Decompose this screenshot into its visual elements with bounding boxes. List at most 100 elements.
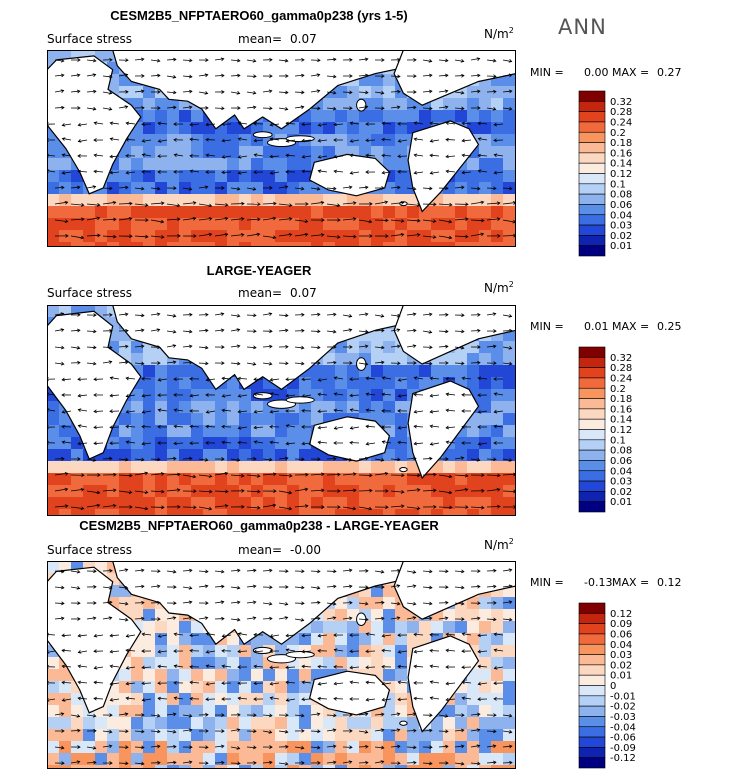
stress-vector-head <box>508 713 513 718</box>
stress-vector-head <box>364 329 369 334</box>
stress-vector-head <box>77 360 81 365</box>
stress-vector-head <box>288 490 293 495</box>
stress-vector-head <box>412 584 417 589</box>
stress-vector <box>486 618 496 621</box>
stress-vector-head <box>269 344 273 349</box>
field-cell <box>311 146 323 158</box>
stress-vector <box>134 762 144 765</box>
field-cell <box>167 425 179 437</box>
field-cell <box>179 509 191 516</box>
stress-vector-head <box>124 568 129 572</box>
stress-vector <box>414 154 424 157</box>
field-cell <box>359 134 371 146</box>
stress-vector-head <box>477 360 481 365</box>
stress-vector <box>406 345 416 348</box>
stress-vector <box>86 330 96 333</box>
field-cell <box>479 158 491 170</box>
stress-vector <box>350 171 360 174</box>
stress-vector-head <box>413 649 418 654</box>
field-cell <box>47 449 59 461</box>
stress-vector-head <box>333 154 338 159</box>
field-cell <box>131 765 143 769</box>
stress-vector <box>486 187 496 189</box>
stress-vector-head <box>124 73 129 77</box>
field-cell <box>203 206 215 218</box>
stress-vector-head <box>77 441 82 446</box>
field-cell <box>491 341 503 353</box>
field-cell <box>383 729 395 741</box>
field-cell <box>491 657 503 669</box>
stress-vector <box>342 585 352 588</box>
colorbar-label: -0.01 <box>610 691 636 702</box>
field-cell <box>503 413 515 425</box>
field-cell <box>383 329 395 341</box>
stress-vector-head <box>305 202 309 206</box>
stress-vector-head <box>188 187 193 191</box>
stress-vector-head <box>268 730 273 734</box>
field-cell <box>455 609 467 621</box>
stress-vector <box>254 410 264 413</box>
field-cell <box>227 242 239 247</box>
stress-vector-head <box>77 601 81 606</box>
stress-vector-head <box>304 232 309 237</box>
stress-vector <box>438 745 448 748</box>
map-frame <box>47 50 516 247</box>
stress-vector-head <box>157 729 161 734</box>
field-cell <box>395 645 407 657</box>
stress-vector-head <box>129 505 133 509</box>
units-exponent: 2 <box>508 280 514 289</box>
stress-vector <box>206 650 216 653</box>
stress-vector <box>182 474 196 478</box>
stress-vector-head <box>285 74 289 78</box>
stress-vector-head <box>380 760 385 764</box>
field-cell <box>155 509 167 516</box>
field-cell <box>119 705 131 717</box>
stress-vector <box>246 362 256 365</box>
stress-vector <box>454 218 468 221</box>
field-cell <box>323 146 335 158</box>
stress-vector-head <box>301 680 306 685</box>
stress-vector-head <box>125 90 129 94</box>
stress-vector-head <box>129 473 133 478</box>
stress-vector <box>102 91 112 94</box>
stress-vector-head <box>189 456 193 461</box>
stress-vector <box>374 346 384 349</box>
stress-vector-head <box>252 584 257 589</box>
field-cell <box>191 461 203 473</box>
stress-vector <box>62 681 72 684</box>
stress-vector-head <box>157 441 161 445</box>
field-cell <box>479 401 491 413</box>
stress-vector-head <box>140 57 145 62</box>
field-cell <box>143 669 155 681</box>
stress-vector <box>174 154 184 157</box>
field-cell <box>143 401 155 413</box>
stress-vector <box>502 59 512 62</box>
field-cell <box>503 182 515 194</box>
field-cell <box>191 230 203 242</box>
field-cell <box>359 377 371 389</box>
field-cell <box>131 497 143 509</box>
stress-vector-head <box>128 217 133 221</box>
field-cell <box>215 741 227 753</box>
stress-vector-head <box>221 457 225 461</box>
stress-vector <box>286 378 296 380</box>
field-cell <box>491 729 503 741</box>
colorbar-label: 0.01 <box>610 671 632 682</box>
field-cell <box>287 717 299 729</box>
stress-vector-head <box>397 649 402 654</box>
stress-vector-head <box>428 58 433 63</box>
field-cell <box>251 509 263 516</box>
field-cell <box>47 509 59 516</box>
stress-vector-head <box>317 155 322 159</box>
stress-vector-head <box>480 200 485 205</box>
field-cell <box>191 657 203 669</box>
stress-vector-head <box>508 73 513 78</box>
stress-vector <box>326 75 336 78</box>
stress-vector <box>374 458 384 461</box>
stress-vector-head <box>160 472 165 476</box>
stress-vector-head <box>76 760 81 765</box>
stress-vector <box>374 472 388 476</box>
stress-vector <box>422 59 432 62</box>
stress-vector-head <box>77 633 82 638</box>
field-cell <box>479 110 491 122</box>
